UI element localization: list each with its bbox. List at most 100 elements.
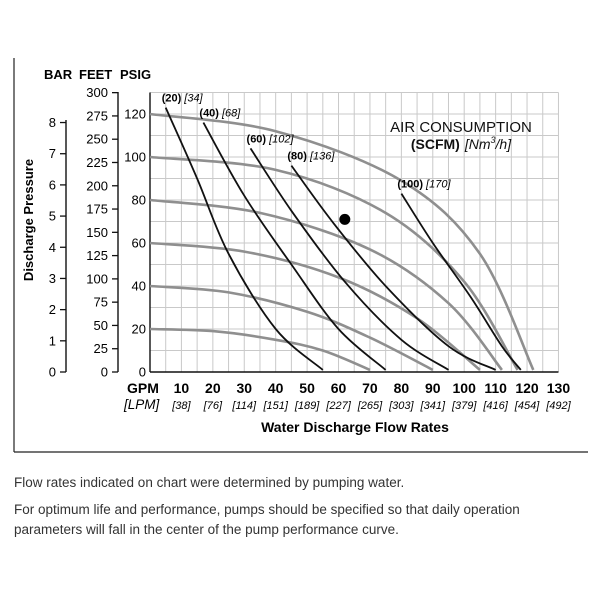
lpm-tick-label: [265] bbox=[357, 400, 383, 412]
lpm-tick-label: [189] bbox=[294, 400, 320, 412]
air-consumption-units: (SCFM) [Nm3/h] bbox=[411, 135, 512, 152]
feet-tick-label: 0 bbox=[101, 365, 108, 380]
pressure-curves bbox=[149, 112, 535, 372]
gpm-tick-label: 30 bbox=[236, 380, 252, 396]
gpm-tick-label: 20 bbox=[205, 380, 221, 396]
air-curve-label-nm3h: [170] bbox=[425, 179, 451, 191]
psig-tick-label: 60 bbox=[132, 236, 146, 251]
psig-tick-label: 20 bbox=[132, 322, 146, 337]
lpm-tick-label: [416] bbox=[482, 400, 508, 412]
air-curve-80scfm bbox=[290, 165, 497, 371]
axis-ticks bbox=[60, 92, 118, 373]
gpm-tick-label: 60 bbox=[331, 380, 347, 396]
air-curve-label-scfm: (40) bbox=[199, 108, 219, 120]
feet-tick-label: 50 bbox=[94, 318, 108, 333]
bar-tick-label: 3 bbox=[49, 271, 56, 286]
lpm-tick-label: [114] bbox=[231, 400, 257, 412]
psig-tick-label: 80 bbox=[132, 193, 146, 208]
lpm-tick-label: [151] bbox=[262, 400, 288, 412]
bar-tick-label: 0 bbox=[49, 365, 56, 380]
lpm-label: [LPM] bbox=[123, 397, 161, 412]
air-curve-20scfm bbox=[164, 107, 324, 371]
feet-tick-label: 225 bbox=[86, 155, 108, 170]
psig-tick-label: 40 bbox=[132, 279, 146, 294]
feet-axis-label: FEET bbox=[79, 67, 112, 82]
gpm-label: GPM bbox=[127, 380, 159, 396]
lpm-tick-label: [492] bbox=[545, 400, 571, 412]
feet-tick-label: 100 bbox=[86, 271, 108, 286]
gpm-tick-label: 80 bbox=[394, 380, 410, 396]
lpm-tick-label: [227] bbox=[325, 400, 351, 412]
air-units-sup: 3 bbox=[491, 135, 496, 145]
bar-tick-label: 2 bbox=[49, 302, 56, 317]
air-curve-40scfm bbox=[202, 122, 387, 371]
feet-tick-label: 25 bbox=[94, 341, 108, 356]
air-curve-label: (20) [34] bbox=[162, 93, 204, 105]
air-curve-label: (100) [170] bbox=[397, 179, 451, 191]
tick-labels: 0123456780255075100125150175200225250275… bbox=[49, 85, 572, 412]
air-units-nm3: [Nm bbox=[464, 136, 491, 152]
feet-tick-label: 275 bbox=[86, 108, 108, 123]
lpm-tick-label: [38] bbox=[171, 400, 191, 412]
footnote-flow-rates: Flow rates indicated on chart were deter… bbox=[14, 475, 405, 490]
air-curve-label-scfm: (80) bbox=[287, 151, 307, 163]
air-curve-label-scfm: (60) bbox=[247, 133, 267, 145]
footnote-optimum-life: For optimum life and performance, pumps … bbox=[14, 502, 520, 537]
bar-tick-label: 7 bbox=[49, 146, 56, 161]
feet-tick-label: 300 bbox=[86, 85, 108, 100]
lpm-tick-label: [303] bbox=[388, 400, 414, 412]
psig-tick-label: 0 bbox=[139, 365, 146, 380]
gpm-tick-label: 10 bbox=[174, 380, 190, 396]
air-consumption-title: AIR CONSUMPTION bbox=[390, 119, 532, 136]
gpm-tick-label: 120 bbox=[515, 380, 539, 396]
feet-tick-label: 125 bbox=[86, 248, 108, 263]
lpm-tick-label: [454] bbox=[514, 400, 540, 412]
gpm-tick-label: 130 bbox=[547, 380, 571, 396]
pressure-curve-100psig bbox=[149, 155, 519, 371]
bar-tick-label: 4 bbox=[49, 240, 56, 255]
bar-tick-label: 5 bbox=[49, 209, 56, 224]
air-curve-60scfm bbox=[249, 147, 449, 371]
air-curve-label-scfm: (100) bbox=[397, 179, 423, 191]
pressure-curve-40psig bbox=[149, 284, 434, 372]
feet-tick-label: 75 bbox=[94, 295, 108, 310]
pressure-curve-80psig bbox=[149, 198, 503, 371]
air-units-scfm: (SCFM) bbox=[411, 136, 460, 152]
air-curve-label-nm3h: [68] bbox=[221, 108, 241, 120]
x-axis-title: Water Discharge Flow Rates bbox=[261, 419, 449, 435]
pressure-curve-60psig bbox=[149, 241, 481, 371]
air-curve-label-nm3h: [136] bbox=[309, 151, 335, 163]
lpm-tick-label: [379] bbox=[451, 400, 477, 412]
air-curve-100scfm bbox=[400, 193, 522, 371]
air-units-end: /h] bbox=[495, 136, 513, 152]
air-consumption-curves bbox=[164, 107, 522, 371]
bar-tick-label: 8 bbox=[49, 115, 56, 130]
air-curve-label: (60) [102] bbox=[247, 133, 295, 145]
bar-axis-label: BAR bbox=[44, 67, 73, 82]
operating-point-group bbox=[339, 213, 351, 225]
pressure-curve-120psig bbox=[149, 112, 535, 371]
pressure-curve-20psig bbox=[149, 327, 371, 372]
psig-tick-label: 100 bbox=[124, 150, 146, 165]
air-curve-label-scfm: (20) bbox=[162, 93, 182, 105]
lpm-tick-label: [76] bbox=[203, 400, 223, 412]
gpm-tick-label: 70 bbox=[362, 380, 378, 396]
feet-tick-label: 150 bbox=[86, 225, 108, 240]
psig-tick-label: 120 bbox=[124, 107, 146, 122]
operating-point bbox=[339, 213, 351, 225]
air-curve-label: (40) [68] bbox=[199, 108, 241, 120]
feet-tick-label: 200 bbox=[86, 178, 108, 193]
air-curve-label-nm3h: [102] bbox=[268, 133, 294, 145]
gpm-tick-label: 40 bbox=[268, 380, 284, 396]
gpm-tick-label: 50 bbox=[299, 380, 315, 396]
air-curve-label: (80) [136] bbox=[287, 151, 335, 163]
bar-tick-label: 1 bbox=[49, 333, 56, 348]
feet-tick-label: 250 bbox=[86, 132, 108, 147]
air-curve-labels: (20) [34](40) [68](60) [102](80) [136](100)[… bbox=[162, 93, 452, 191]
psig-axis-label: PSIG bbox=[120, 67, 151, 82]
bar-tick-label: 6 bbox=[49, 177, 56, 192]
gpm-tick-label: 110 bbox=[484, 380, 507, 396]
gpm-tick-label: 100 bbox=[453, 380, 477, 396]
lpm-tick-label: [341] bbox=[420, 400, 446, 412]
